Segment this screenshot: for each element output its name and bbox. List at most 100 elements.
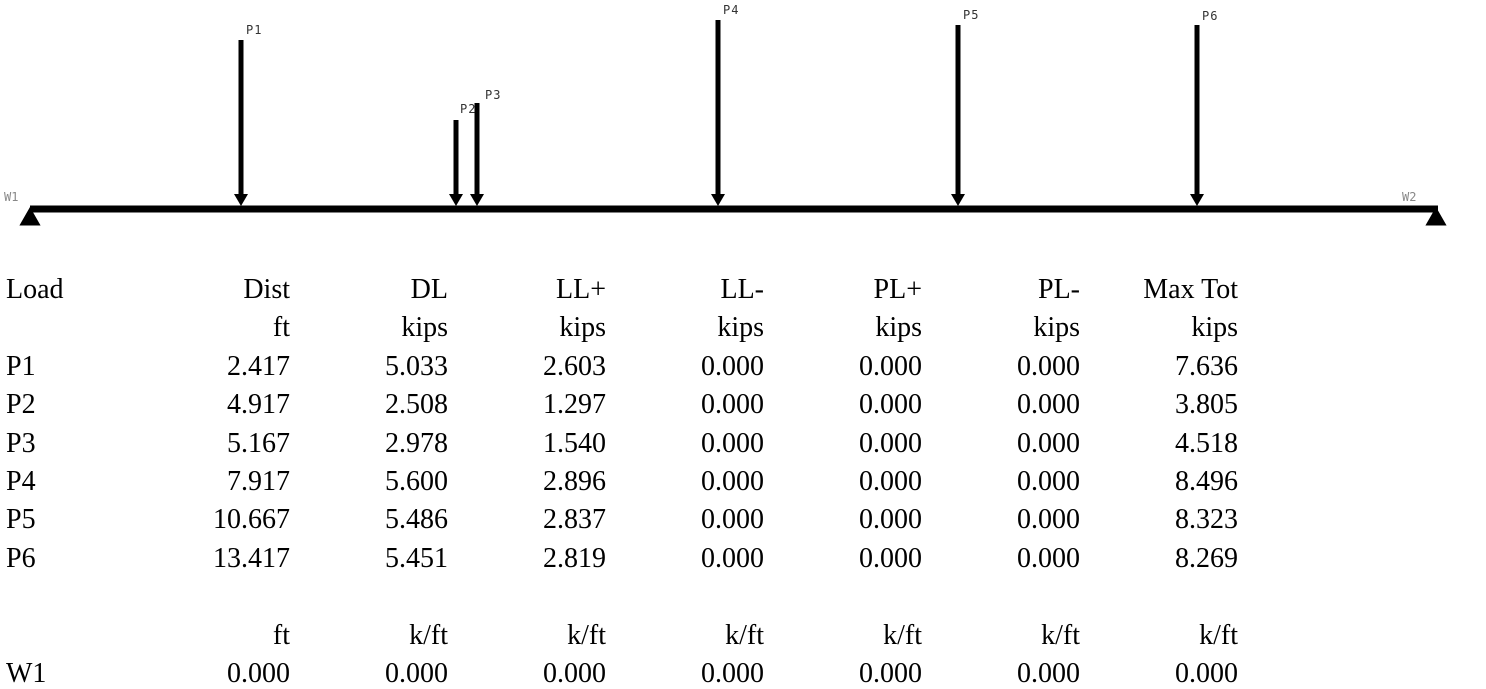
load-arrow-p5: P5	[951, 8, 979, 206]
row-p2-col-2: 2.508	[385, 389, 448, 421]
header-col-0: Load	[6, 274, 64, 305]
units-col-5: kips	[875, 312, 922, 344]
row-p1-col-1: 2.417	[227, 350, 290, 382]
row-p5-col-7: 8.323	[1175, 504, 1238, 536]
row-p1-col-6: 0.000	[1017, 350, 1080, 382]
row-p4-col-3: 2.896	[543, 466, 606, 497]
row-p4-col-4: 0.000	[701, 466, 764, 497]
row-p6-col-2: 5.451	[385, 542, 448, 574]
row-p3-col-6: 0.000	[1017, 427, 1080, 459]
row-p3-col-3: 1.540	[543, 427, 606, 459]
row-p2-col-4: 0.000	[701, 389, 764, 421]
load-label: P4	[723, 3, 739, 17]
load-arrowhead	[470, 194, 484, 206]
row-p1-col-0: P1	[6, 350, 36, 382]
load-label: P5	[963, 8, 979, 22]
dist-row-w1-col-5: 0.000	[859, 658, 922, 689]
row-p1-col-5: 0.000	[859, 350, 922, 382]
dist-row-w1-col-0: W1	[6, 658, 47, 689]
row-p1-col-2: 5.033	[385, 350, 448, 382]
units-col-6: kips	[1033, 312, 1080, 344]
dist-row-w1-col-1: 0.000	[227, 658, 290, 689]
row-p4-col-5: 0.000	[859, 466, 922, 497]
header-col-1: Dist	[243, 274, 290, 305]
row-p1-col-7: 7.636	[1175, 350, 1238, 382]
row-p4-col-6: 0.000	[1017, 466, 1080, 497]
row-p4-col-1: 7.917	[227, 466, 290, 497]
row-p5-col-0: P5	[6, 504, 36, 536]
row-p1-col-3: 2.603	[543, 350, 606, 382]
units-col-4: kips	[717, 312, 764, 344]
dist-row-w1-col-6: 0.000	[1017, 658, 1080, 689]
row-p6-col-4: 0.000	[701, 542, 764, 574]
row-p6-col-7: 8.269	[1175, 542, 1238, 574]
load-arrowhead	[951, 194, 965, 206]
header-col-7: Max Tot	[1143, 274, 1238, 305]
row-p6-col-0: P6	[6, 542, 36, 574]
dist-units-col-3: k/ft	[567, 619, 606, 651]
load-label: P1	[246, 23, 262, 37]
row-p2-col-6: 0.000	[1017, 389, 1080, 421]
dist-row-w1-col-7: 0.000	[1175, 658, 1238, 689]
support-right	[1425, 206, 1447, 226]
row-p6-col-5: 0.000	[859, 542, 922, 574]
row-p2-col-1: 4.917	[227, 389, 290, 421]
row-p5-col-6: 0.000	[1017, 504, 1080, 536]
load-arrow-p3: P3	[470, 88, 501, 206]
units-col-2: kips	[401, 312, 448, 344]
row-p2-col-5: 0.000	[859, 389, 922, 421]
row-p5-col-5: 0.000	[859, 504, 922, 536]
dist-units-col-4: k/ft	[725, 619, 764, 651]
row-p6-col-6: 0.000	[1017, 542, 1080, 574]
row-p6-col-1: 13.417	[213, 542, 290, 574]
point-loads: P1 P2 P3 P4 P5 P6	[234, 3, 1218, 206]
units-col-1: ft	[272, 312, 290, 344]
row-p3-col-5: 0.000	[859, 427, 922, 459]
dist-units-col-6: k/ft	[1041, 619, 1080, 651]
dist-units-col-7: k/ft	[1199, 619, 1238, 651]
units-col-7: kips	[1191, 312, 1238, 344]
row-p6-col-3: 2.819	[543, 542, 606, 574]
row-p3-col-4: 0.000	[701, 427, 764, 459]
dist-row-w1-col-2: 0.000	[385, 658, 448, 689]
load-label: P6	[1202, 9, 1218, 23]
row-p5-col-2: 5.486	[385, 504, 448, 536]
row-p5-col-1: 10.667	[213, 504, 290, 536]
load-arrowhead	[711, 194, 725, 206]
dist-units-col-2: k/ft	[409, 619, 448, 651]
load-arrow-p2: P2	[449, 102, 476, 206]
row-p4-col-0: P4	[6, 466, 36, 497]
row-p2-col-0: P2	[6, 389, 36, 421]
support-label-right: W2	[1402, 190, 1416, 204]
row-p2-col-7: 3.805	[1175, 389, 1238, 421]
load-arrowhead	[234, 194, 248, 206]
dist-row-w1-col-3: 0.000	[543, 658, 606, 689]
header-col-4: LL-	[720, 274, 764, 305]
support-left	[19, 206, 41, 226]
load-arrow-p1: P1	[234, 23, 262, 206]
row-p3-col-2: 2.978	[385, 427, 448, 459]
row-p4-col-7: 8.496	[1175, 466, 1238, 497]
row-p3-col-7: 4.518	[1175, 427, 1238, 459]
beam-diagram: W1 W2 P1 P2 P3 P4 P5 P6	[4, 3, 1447, 226]
header-col-5: PL+	[873, 274, 922, 305]
load-arrowhead	[449, 194, 463, 206]
load-arrow-p6: P6	[1190, 9, 1218, 206]
row-p1-col-4: 0.000	[701, 350, 764, 382]
dist-units-col-1: ft	[272, 619, 290, 651]
load-arrowhead	[1190, 194, 1204, 206]
row-p2-col-3: 1.297	[543, 389, 606, 421]
header-col-6: PL-	[1038, 274, 1080, 305]
row-p3-col-0: P3	[6, 427, 36, 459]
load-arrow-p4: P4	[711, 3, 739, 206]
row-p4-col-2: 5.600	[385, 466, 448, 497]
load-label: P3	[485, 88, 501, 102]
dist-units-col-5: k/ft	[883, 619, 922, 651]
row-p5-col-3: 2.837	[543, 504, 606, 536]
row-p3-col-1: 5.167	[227, 427, 290, 459]
support-label-left: W1	[4, 190, 18, 204]
units-col-3: kips	[559, 312, 606, 344]
row-p5-col-4: 0.000	[701, 504, 764, 536]
dist-row-w1-col-4: 0.000	[701, 658, 764, 689]
load-label: P2	[460, 102, 476, 116]
